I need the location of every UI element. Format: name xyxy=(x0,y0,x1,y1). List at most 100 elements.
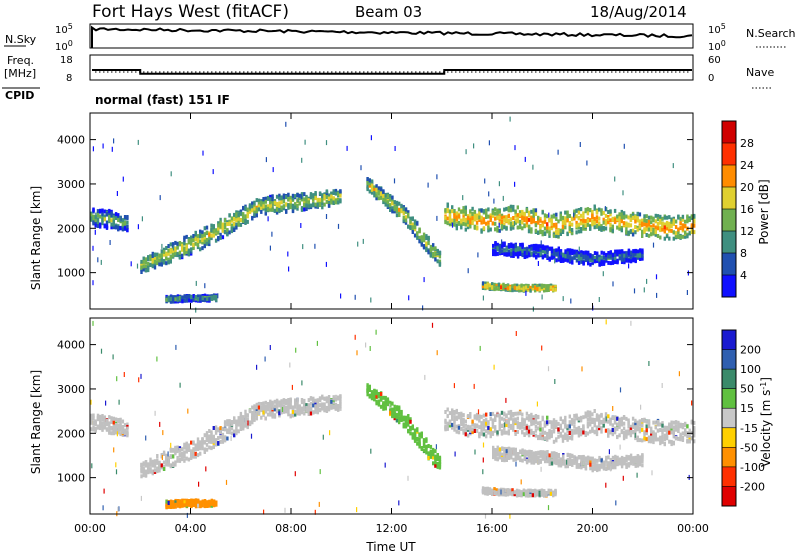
echo-cell xyxy=(503,218,506,223)
echo-cell xyxy=(466,220,470,225)
echo-cell xyxy=(325,195,329,199)
echo-cell xyxy=(165,462,168,467)
echo-cell xyxy=(605,255,608,260)
echo-cell xyxy=(203,239,206,244)
echo-cell xyxy=(690,230,694,234)
echo-cell xyxy=(650,435,653,440)
echo-cell xyxy=(611,461,615,466)
echo-cell xyxy=(622,213,626,218)
echo-cell xyxy=(475,225,479,230)
echo-cell xyxy=(305,405,308,410)
echo-cell xyxy=(337,192,340,197)
echo-cell xyxy=(438,459,442,464)
echo-cell xyxy=(197,294,200,299)
echo-cell xyxy=(512,451,515,456)
echo-cell xyxy=(181,452,184,457)
echo-cell xyxy=(413,233,417,238)
echo-cell xyxy=(266,412,270,417)
echo-cell xyxy=(325,189,329,194)
echo-cell xyxy=(257,204,261,209)
echo-cell xyxy=(239,419,243,424)
echo-cell xyxy=(92,208,95,213)
echo-cell xyxy=(604,226,608,231)
echo-cell xyxy=(183,442,186,447)
echo-cell xyxy=(393,209,396,214)
echo-cell xyxy=(438,251,442,256)
echo-cell xyxy=(257,198,261,203)
echo-cell xyxy=(596,254,599,259)
echo-cell xyxy=(532,455,536,460)
echo-cell xyxy=(214,231,218,236)
echo-cell xyxy=(451,413,454,417)
echo-cell xyxy=(289,195,292,200)
echo-cell xyxy=(327,196,331,201)
echo-cell xyxy=(629,427,633,432)
echo-cell xyxy=(438,254,442,259)
echo-cell xyxy=(172,299,175,304)
echo-cell xyxy=(618,419,621,424)
echo-cell xyxy=(212,445,215,449)
echo-cell xyxy=(282,405,286,410)
echo-cell xyxy=(178,448,182,452)
echo-cell xyxy=(117,424,120,428)
echo-cell xyxy=(492,252,495,256)
echo-cell xyxy=(337,200,340,205)
echo-cell xyxy=(575,253,579,257)
echo-cell xyxy=(183,294,186,299)
echo-cell xyxy=(395,209,399,213)
echo-cell xyxy=(528,452,531,457)
echo-cell xyxy=(110,419,113,424)
echo-cell xyxy=(99,415,102,420)
echo-cell xyxy=(677,436,680,441)
echo-cell xyxy=(323,194,326,199)
echo-cell xyxy=(614,464,617,469)
echo-cell xyxy=(636,255,640,260)
echo-cell xyxy=(593,458,597,463)
echo-cell xyxy=(647,419,651,424)
echo-cell xyxy=(262,401,265,406)
echo-cell xyxy=(613,415,617,420)
echo-cell xyxy=(110,426,113,430)
echo-cell xyxy=(516,422,519,427)
noise-cell xyxy=(394,146,396,151)
echo-cell xyxy=(521,417,524,422)
echo-cell xyxy=(693,219,696,224)
echo-cell xyxy=(568,214,571,218)
echo-cell xyxy=(570,432,574,437)
echo-cell xyxy=(370,187,374,192)
echo-cell xyxy=(183,251,186,256)
echo-cell xyxy=(546,248,549,253)
echo-cell xyxy=(471,221,474,226)
echo-cell xyxy=(566,258,569,263)
echo-cell xyxy=(591,219,594,224)
echo-cell xyxy=(627,418,630,423)
echo-cell xyxy=(494,455,497,460)
echo-cell xyxy=(205,438,209,442)
echo-cell xyxy=(528,449,531,454)
echo-cell xyxy=(537,230,540,235)
echo-cell xyxy=(609,430,612,435)
echo-cell xyxy=(436,464,439,469)
echo-cell xyxy=(643,432,646,437)
echo-cell xyxy=(523,255,527,259)
echo-cell xyxy=(425,450,428,455)
echo-cell xyxy=(269,410,272,415)
echo-cell xyxy=(147,265,150,270)
echo-cell xyxy=(659,235,662,240)
echo-cell xyxy=(464,205,467,210)
echo-cell xyxy=(425,248,428,253)
echo-cell xyxy=(593,206,596,211)
echo-cell xyxy=(457,415,461,420)
echo-cell xyxy=(174,251,177,256)
echo-cell xyxy=(312,203,315,208)
echo-cell xyxy=(327,395,331,399)
echo-cell xyxy=(158,468,161,473)
echo-cell xyxy=(318,403,322,408)
echo-cell xyxy=(167,295,170,300)
echo-cell xyxy=(395,418,399,423)
echo-cell xyxy=(546,454,549,459)
echo-cell xyxy=(579,432,583,437)
echo-cell xyxy=(500,429,504,434)
echo-cell xyxy=(260,209,263,214)
echo-cell xyxy=(496,447,499,452)
